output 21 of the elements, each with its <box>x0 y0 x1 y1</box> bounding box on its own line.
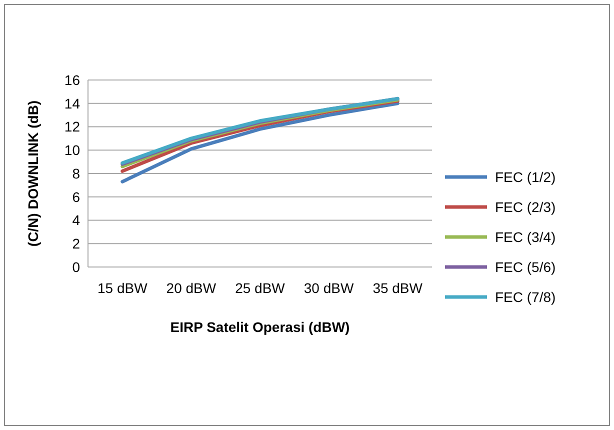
x-tick-label: 25 dBW <box>235 280 286 296</box>
x-tick-label: 15 dBW <box>97 280 148 296</box>
legend-label: FEC (5/6) <box>495 258 556 275</box>
y-tick-label: 14 <box>64 95 80 112</box>
legend-label: FEC (1/2) <box>495 168 556 185</box>
y-tick-label: 16 <box>64 72 80 88</box>
y-tick-label: 2 <box>72 236 80 252</box>
y-tick-label: 10 <box>64 142 80 158</box>
legend-label: FEC (2/3) <box>495 198 556 215</box>
y-tick-label: 12 <box>64 118 80 135</box>
y-tick-label: 6 <box>72 188 80 205</box>
legend-label: FEC (3/4) <box>495 228 556 245</box>
y-tick-label: 8 <box>72 165 80 182</box>
x-axis-title: EIRP Satelit Operasi (dBW) <box>170 319 350 335</box>
legend-label: FEC (7/8) <box>495 288 556 305</box>
y-tick-label: 4 <box>72 212 80 228</box>
x-tick-label: 35 dBW <box>372 280 424 296</box>
x-tick-label: 20 dBW <box>166 280 217 296</box>
y-axis-title: (C/N) DOWNLINK (dB) <box>25 100 41 247</box>
x-tick-label: 30 dBW <box>304 280 354 296</box>
y-tick-label: 0 <box>72 258 80 275</box>
